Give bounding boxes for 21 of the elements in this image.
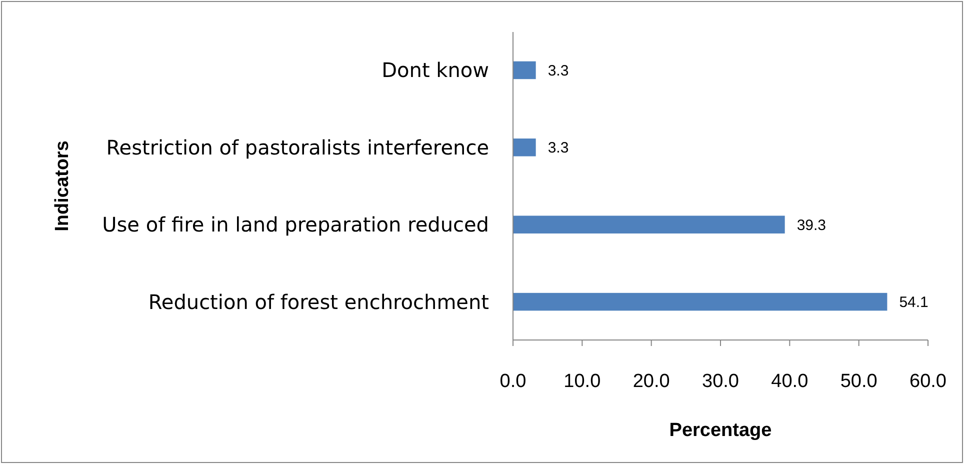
- bar: [513, 292, 888, 311]
- data-label: 3.3: [548, 140, 569, 157]
- data-label: 39.3: [796, 216, 826, 234]
- x-tick-label: 40.0: [771, 371, 808, 392]
- data-label: 3.3: [548, 62, 569, 80]
- x-axis-title: Percentage: [669, 420, 772, 441]
- y-axis-title: Indicators: [52, 140, 73, 232]
- bar: [513, 138, 536, 156]
- bar: [513, 216, 785, 234]
- x-tick-label: 10.0: [564, 371, 601, 392]
- x-tick-label: 20.0: [632, 371, 670, 392]
- y-tick-label: Restriction of pastoralists interference: [106, 135, 489, 160]
- x-tick-label: 60.0: [910, 371, 946, 392]
- data-label: 54.1: [899, 294, 928, 312]
- x-tick-label: 50.0: [840, 371, 878, 392]
- y-tick-label: Reduction of forest enchrochment: [148, 290, 490, 314]
- y-tick-label: Use of fire in land preparation reduced: [102, 212, 489, 237]
- x-tick-label: 30.0: [702, 371, 739, 392]
- bar: [513, 61, 536, 80]
- x-tick-label: 0.0: [500, 371, 526, 392]
- y-tick-label: Dont know: [382, 58, 489, 82]
